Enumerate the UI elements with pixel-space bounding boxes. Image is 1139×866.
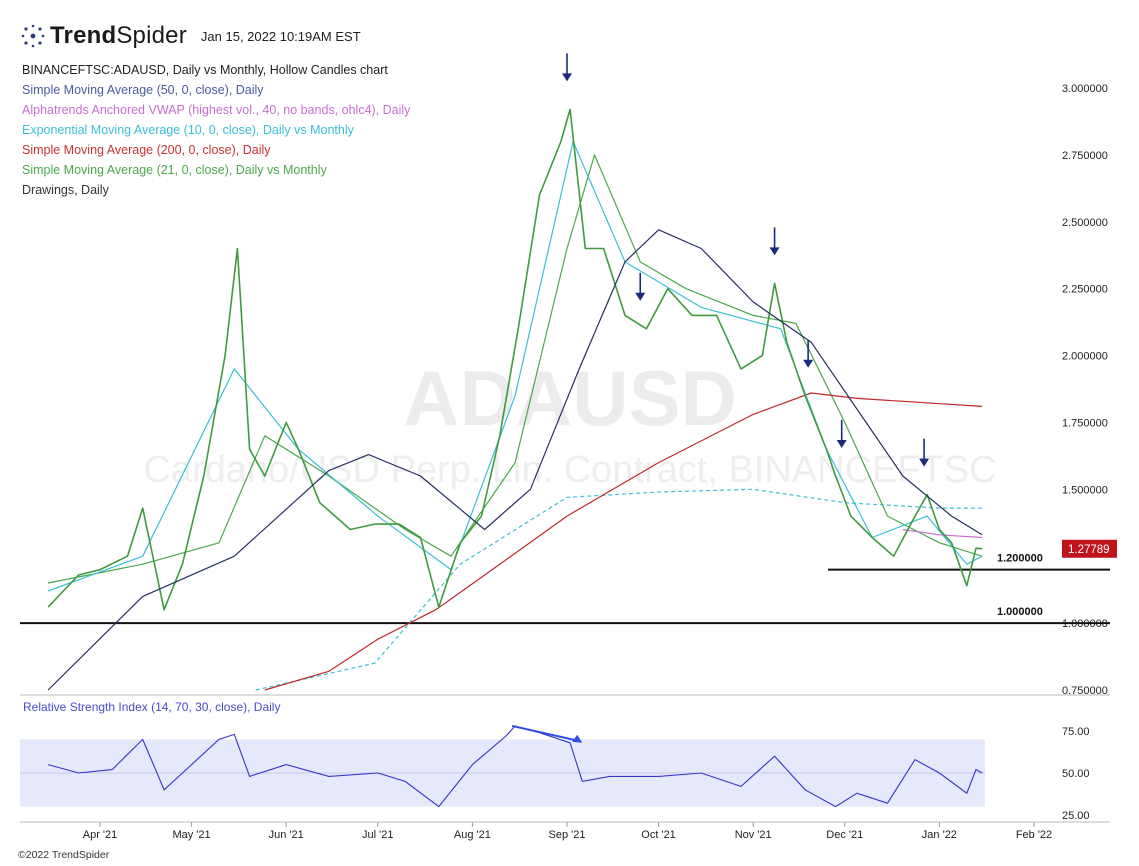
rsi-divergence-line <box>511 724 579 742</box>
down-arrow-head <box>836 439 847 448</box>
down-arrow-marker <box>562 53 572 82</box>
series-line-ema-10-monthly <box>255 488 983 691</box>
rsi-tick-label: 50.00 <box>1062 768 1090 780</box>
rsi-label: Relative Strength Index (14, 70, 30, clo… <box>23 700 280 714</box>
time-tick-label: Nov '21 <box>735 829 772 841</box>
watermark-description: Cardano/USD Perp. Lin. Contract, BINANCE… <box>143 449 996 491</box>
down-arrow-head <box>803 359 814 368</box>
time-tick-label: Apr '21 <box>83 829 118 841</box>
down-arrow-marker <box>803 339 814 368</box>
price-tick-label: 1.750000 <box>1062 417 1108 429</box>
copyright: ©2022 TrendSpider <box>18 849 110 861</box>
price-tick-label: 3.000000 <box>1062 83 1108 95</box>
down-arrow-marker <box>769 227 780 256</box>
series-line-anchored-vwap <box>902 528 983 539</box>
down-arrow-marker <box>919 438 930 467</box>
price-tick-label: 2.000000 <box>1062 351 1108 363</box>
timestamp: Jan 15, 2022 10:19AM EST <box>200 28 361 44</box>
series-line-adausd-close <box>47 108 983 611</box>
down-arrow-head <box>562 73 572 82</box>
legend-item-vwap[interactable]: Alphatrends Anchored VWAP (highest vol.,… <box>22 103 411 117</box>
last-price-badge <box>1062 539 1117 558</box>
time-tick-label: Feb '22 <box>1016 829 1052 841</box>
price-tick-label: 1.500000 <box>1062 484 1108 496</box>
series-line-sma-50 <box>47 229 983 691</box>
time-tick-label: Jun '21 <box>269 829 304 841</box>
price-tick-label: 2.750000 <box>1062 150 1108 162</box>
price-tick-label: 2.250000 <box>1062 284 1108 296</box>
down-arrow-marker <box>836 419 847 448</box>
down-arrow-head <box>919 458 930 467</box>
down-arrow-marker <box>635 272 646 301</box>
legend-item-ema10[interactable]: Exponential Moving Average (10, 0, close… <box>22 123 354 137</box>
down-arrow-head <box>635 292 646 301</box>
time-tick-label: Oct '21 <box>641 829 676 841</box>
legend-item-sma21[interactable]: Simple Moving Average (21, 0, close), Da… <box>22 163 327 177</box>
time-tick-label: Aug '21 <box>454 829 491 841</box>
header: TrendSpider Jan 15, 2022 10:19AM EST <box>20 22 361 50</box>
watermark-symbol: ADAUSD <box>403 354 737 442</box>
symbol-line: BINANCEFTSC:ADAUSD, Daily vs Monthly, Ho… <box>22 63 388 77</box>
rsi-tick-label: 25.00 <box>1062 810 1090 822</box>
legend-item-sma200[interactable]: Simple Moving Average (200, 0, close), D… <box>22 143 271 157</box>
series-line-ema-10 <box>47 140 983 592</box>
time-tick-label: Jan '22 <box>922 829 957 841</box>
last-price-label: 1.27789 <box>1068 544 1110 556</box>
time-tick-label: Jul '21 <box>362 829 393 841</box>
time-tick-label: May '21 <box>172 829 210 841</box>
series-line-sma-200 <box>264 392 983 691</box>
brand-name: TrendSpider <box>50 22 187 49</box>
legend-item-drawings[interactable]: Drawings, Daily <box>22 183 109 197</box>
rsi-tick-label: 75.00 <box>1062 726 1090 738</box>
time-tick-label: Dec '21 <box>826 829 863 841</box>
time-tick-label: Sep '21 <box>549 829 586 841</box>
chart-legend: BINANCEFTSC:ADAUSD, Daily vs Monthly, Ho… <box>22 60 410 200</box>
price-tick-label: 2.500000 <box>1062 217 1108 229</box>
down-arrow-head <box>769 247 780 256</box>
price-tick-label: 0.750000 <box>1062 685 1108 697</box>
horizontal-level-label: 1.200000 <box>997 553 1043 565</box>
trendspider-logo-icon <box>21 24 45 48</box>
legend-item-sma50[interactable]: Simple Moving Average (50, 0, close), Da… <box>22 83 264 97</box>
rsi-divergence-arrowhead <box>572 734 583 743</box>
horizontal-level-label: 1.000000 <box>997 606 1043 618</box>
